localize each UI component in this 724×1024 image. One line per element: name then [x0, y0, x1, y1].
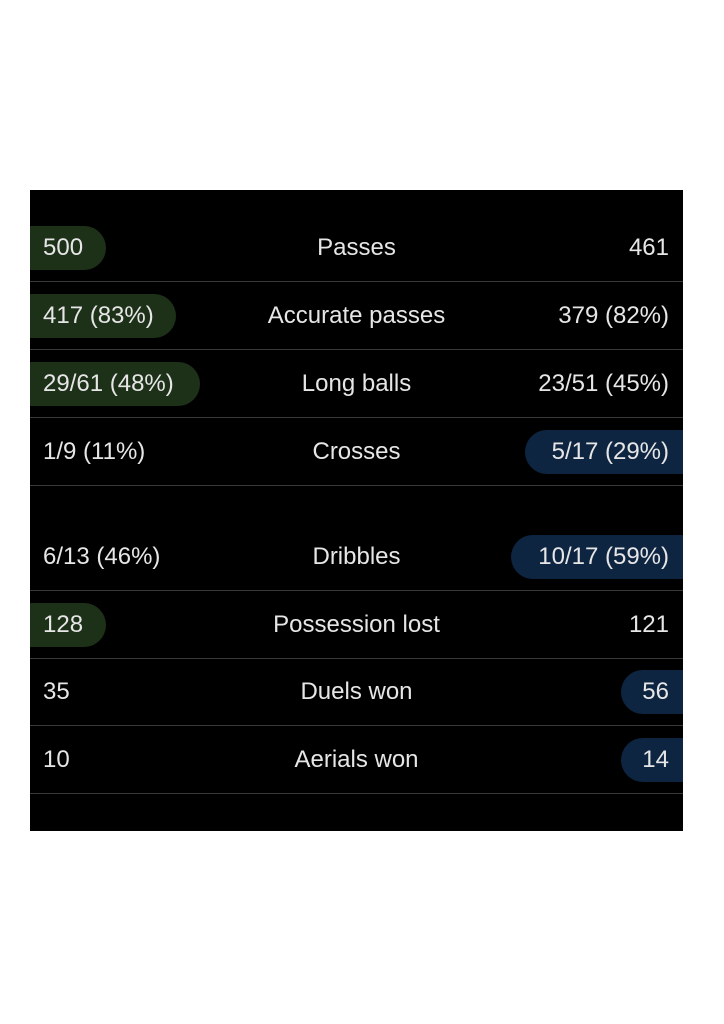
away-highlight-pill: [511, 535, 683, 579]
away-highlight-pill: [525, 430, 683, 474]
home-highlight-pill: [30, 294, 176, 338]
home-value: 29/61 (48%): [43, 370, 174, 397]
home-highlight-pill: [30, 603, 106, 647]
stat-row-dribbles: 6/13 (46%) Dribbles 10/17 (59%): [30, 523, 683, 591]
stat-label: Passes: [317, 234, 396, 261]
away-value: 461: [628, 234, 669, 261]
home-highlight-pill: [30, 226, 106, 270]
away-highlight-pill: [621, 738, 683, 782]
away-value: 10/17 (59%): [538, 543, 669, 570]
away-value: 14: [642, 746, 669, 773]
stat-row-possession-lost: 128 Possession lost 121: [30, 591, 683, 659]
home-value: 128: [43, 611, 84, 638]
home-value: 35: [43, 678, 70, 705]
stat-row-passes: 500 Passes 461: [30, 214, 683, 282]
home-value: 417 (83%): [43, 302, 154, 329]
stat-row-accurate-passes: 417 (83%) Accurate passes 379 (82%): [30, 282, 683, 350]
away-value: 379 (82%): [558, 302, 669, 329]
away-value: 56: [642, 678, 669, 705]
stat-row-duels-won: 35 Duels won 56: [30, 658, 683, 726]
away-highlight-pill: [621, 670, 683, 714]
home-highlight-pill: [30, 362, 200, 406]
away-value: 23/51 (45%): [538, 370, 669, 397]
home-value: 500: [43, 234, 84, 261]
away-value: 121: [628, 611, 669, 638]
stat-label: Duels won: [300, 678, 413, 705]
stat-row-long-balls: 29/61 (48%) Long balls 23/51 (45%): [30, 350, 683, 418]
stat-row-aerials-won: 10 Aerials won 14: [30, 726, 683, 794]
stat-label: Possession lost: [273, 611, 440, 638]
home-value: 6/13 (46%): [43, 543, 161, 570]
home-value: 1/9 (11%): [43, 438, 146, 465]
home-value: 10: [43, 746, 70, 773]
stat-label: Aerials won: [294, 746, 419, 773]
match-stats-panel: 500 Passes 461 417 (83%) Accurate passes…: [30, 190, 683, 831]
away-value: 5/17 (29%): [551, 438, 669, 465]
stat-row-crosses: 1/9 (11%) Crosses 5/17 (29%): [30, 418, 683, 486]
